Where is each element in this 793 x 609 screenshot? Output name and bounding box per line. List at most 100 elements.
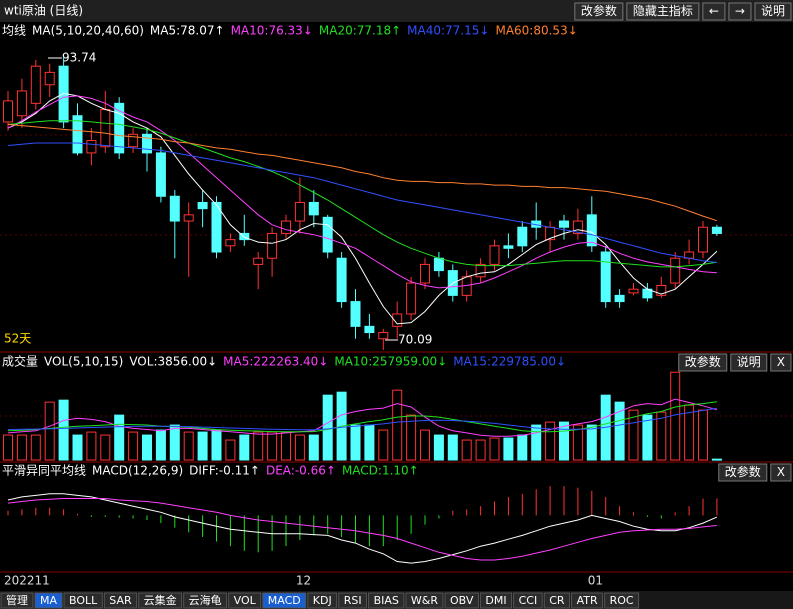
legend-item: MACD(12,26,9) [92, 464, 183, 478]
tab-label: DMI [485, 594, 506, 607]
date-label: 202211 [4, 574, 50, 588]
tab[interactable] [368, 592, 405, 609]
volume-bar [183, 431, 194, 461]
candle-body [336, 257, 347, 303]
button[interactable] [770, 353, 792, 372]
candle-body [392, 313, 403, 327]
button[interactable] [702, 2, 726, 21]
volume-bar [489, 437, 500, 461]
candle-body [420, 263, 430, 284]
tab-label: 云海龟 [189, 593, 222, 607]
button[interactable] [728, 2, 752, 21]
tab[interactable] [571, 592, 604, 609]
legend-item: MA60:80.53↓ [495, 24, 577, 38]
volume-bar [239, 434, 250, 461]
candle-body [698, 226, 708, 253]
legend-item: VOL(5,10,15) [44, 355, 123, 369]
volume-bar [572, 424, 583, 461]
tab[interactable] [262, 592, 307, 609]
ma-line [7, 123, 718, 222]
candle-body [572, 220, 583, 234]
volume-bar [420, 429, 430, 461]
ma-line [7, 142, 717, 263]
button-label: 改参数 [685, 354, 721, 369]
legend-item: MA5:222263.40↓ [223, 355, 328, 369]
tab[interactable] [183, 592, 228, 609]
volume-bar [281, 431, 291, 461]
button[interactable] [770, 463, 792, 482]
volume-bar [656, 411, 667, 461]
tab-label: 管理 [6, 593, 28, 607]
button[interactable] [730, 353, 768, 372]
candle-body [322, 216, 333, 253]
volume-bar [433, 434, 444, 461]
tab-label: RSI [344, 594, 362, 607]
candle-body [308, 201, 319, 216]
volume-bar [628, 409, 639, 461]
candle-body [433, 257, 444, 272]
legend-item: VOL:3856.00↓ [129, 355, 217, 369]
tab[interactable] [103, 592, 138, 609]
tab[interactable] [405, 592, 444, 609]
tab[interactable] [338, 592, 368, 609]
candle-body [183, 214, 194, 222]
tab[interactable] [444, 592, 479, 609]
candle-body [114, 102, 125, 154]
legend-item: 均线 [2, 24, 26, 38]
date-label: 12 [296, 574, 311, 588]
button[interactable] [626, 2, 700, 21]
tab[interactable] [0, 592, 34, 609]
button[interactable] [678, 353, 728, 372]
tab-label: BIAS [374, 594, 399, 607]
tab-label: BOLL [69, 594, 98, 607]
legend-item: MA10:76.33↓ [231, 24, 313, 38]
tab-label: MACD [268, 594, 301, 607]
tab[interactable] [307, 592, 338, 609]
min-label: 70.09 [398, 333, 432, 347]
candle-body [711, 226, 722, 234]
ma-line [7, 92, 718, 325]
volume-bar [461, 439, 472, 461]
candle-body [142, 133, 152, 154]
volume-bar [100, 434, 111, 461]
legend-item: MA(5,10,20,40,60) [32, 24, 144, 38]
candle-body [294, 201, 305, 222]
tab[interactable] [604, 592, 640, 609]
candle-body [267, 232, 278, 259]
button-label: 说明 [761, 3, 785, 18]
volume-bar [559, 421, 569, 461]
candle-body [378, 332, 389, 340]
tab[interactable] [34, 592, 63, 609]
tab-label: ROC [610, 594, 634, 607]
volume-bar [128, 431, 139, 461]
button-label: X [777, 355, 785, 369]
candle-body [86, 140, 97, 154]
button[interactable] [754, 2, 792, 21]
volume-bar [406, 414, 417, 461]
tab[interactable] [543, 592, 571, 609]
candle-body [253, 257, 264, 265]
tab[interactable] [228, 592, 262, 609]
macd-line [7, 498, 717, 561]
button-label: 改参数 [581, 3, 617, 18]
tab-label: MA [40, 594, 57, 607]
button[interactable] [574, 2, 624, 21]
candle-body [656, 284, 667, 296]
tab[interactable] [479, 592, 513, 609]
volume-bar [642, 414, 653, 461]
volume-bar [322, 394, 333, 461]
tab[interactable] [63, 592, 103, 609]
tab-label: VOL [234, 594, 257, 607]
max-label: 93.74 [62, 51, 96, 65]
candle-body [16, 90, 27, 117]
candle-body [211, 201, 222, 253]
candle-body [350, 301, 361, 327]
legend-item: DIFF:-0.11↑ [189, 464, 260, 478]
legend-item: MA5:78.07↑ [150, 24, 225, 38]
button[interactable] [718, 463, 768, 482]
candle-body [489, 245, 500, 265]
tab[interactable] [138, 592, 183, 609]
tab-label: KDJ [313, 594, 332, 607]
volume-bar [225, 439, 236, 461]
tab[interactable] [513, 592, 543, 609]
